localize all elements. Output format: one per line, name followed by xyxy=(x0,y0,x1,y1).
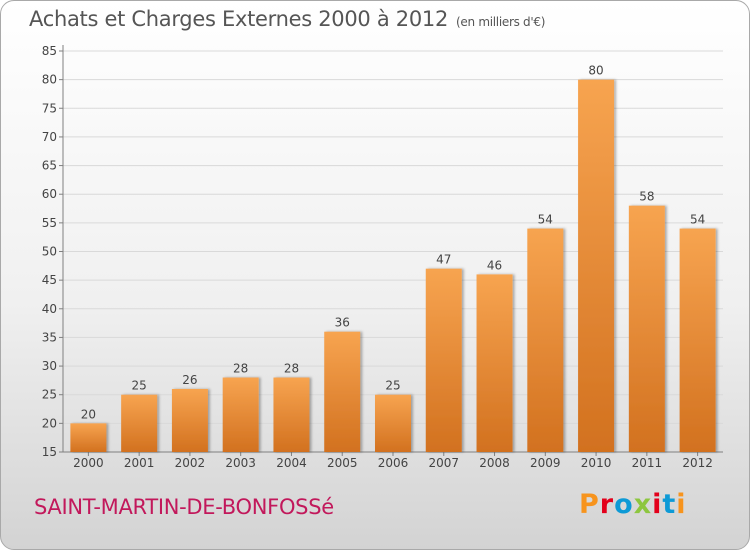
logo-letter: o xyxy=(614,489,634,520)
data-label: 47 xyxy=(436,253,451,267)
bar xyxy=(222,377,259,452)
data-label: 28 xyxy=(233,362,248,376)
y-tick-label: 20 xyxy=(42,416,57,430)
x-tick-label: 2004 xyxy=(276,456,307,470)
bar xyxy=(121,394,158,452)
y-tick-label: 55 xyxy=(42,216,57,230)
proxiti-logo: Proxiti xyxy=(579,489,687,520)
data-label: 58 xyxy=(639,190,654,204)
y-tick-label: 25 xyxy=(42,388,57,402)
y-tick-label: 60 xyxy=(42,187,57,201)
chart-title: Achats et Charges Externes 2000 à 2012 (e… xyxy=(29,7,545,31)
x-tick-label: 2012 xyxy=(682,456,713,470)
bar xyxy=(578,79,615,453)
data-label: 54 xyxy=(690,213,705,227)
x-tick-label: 2007 xyxy=(428,456,459,470)
y-tick-label: 75 xyxy=(42,101,57,115)
x-tick-label: 2001 xyxy=(124,456,155,470)
y-tick-label: 70 xyxy=(42,130,57,144)
x-tick-label: 2008 xyxy=(479,456,510,470)
y-tick-label: 80 xyxy=(42,73,57,87)
data-label: 80 xyxy=(588,64,603,78)
logo-letter: i xyxy=(676,489,687,520)
logo-letter: r xyxy=(599,489,615,520)
bar xyxy=(273,377,310,452)
bar xyxy=(70,423,107,452)
bar xyxy=(628,205,665,452)
y-tick-label: 85 xyxy=(42,44,57,58)
y-tick-label: 15 xyxy=(42,445,57,459)
x-tick-label: 2005 xyxy=(327,456,358,470)
y-tick-label: 45 xyxy=(42,273,57,287)
data-label: 25 xyxy=(132,379,147,393)
title-subtitle: (en milliers d'€) xyxy=(456,15,546,29)
y-tick-label: 40 xyxy=(42,302,57,316)
y-tick-label: 65 xyxy=(42,159,57,173)
bar xyxy=(527,228,564,452)
data-label: 28 xyxy=(284,362,299,376)
x-tick-label: 2002 xyxy=(175,456,206,470)
data-label: 26 xyxy=(182,373,197,387)
commune-name: SAINT-MARTIN-DE-BONFOSSé xyxy=(34,495,334,519)
data-label: 25 xyxy=(385,379,400,393)
x-tick-label: 2006 xyxy=(378,456,409,470)
title-main: Achats et Charges Externes 2000 à 2012 xyxy=(29,7,449,31)
data-label: 36 xyxy=(335,316,350,330)
data-label: 20 xyxy=(81,407,96,421)
data-label: 46 xyxy=(487,258,502,272)
logo-letter: P xyxy=(579,489,600,520)
y-tick-label: 50 xyxy=(42,245,57,259)
x-tick-label: 2000 xyxy=(73,456,104,470)
x-tick-label: 2003 xyxy=(225,456,256,470)
bar xyxy=(324,331,361,452)
bar xyxy=(375,394,411,452)
grid-lines xyxy=(63,50,723,424)
bar xyxy=(171,388,208,452)
logo-letter: t xyxy=(662,489,677,520)
bar xyxy=(476,274,513,452)
x-tick-label: 2011 xyxy=(632,456,663,470)
x-tick-label: 2010 xyxy=(581,456,612,470)
data-label: 54 xyxy=(538,213,553,227)
x-tick-label: 2009 xyxy=(530,456,561,470)
bars: 20 25 26 28 28 36 25 47 46 54 80 58 54 xyxy=(70,64,716,453)
y-tick-label: 30 xyxy=(42,359,57,373)
y-tick-label: 35 xyxy=(42,330,57,344)
logo-letter: i xyxy=(652,489,663,520)
bar xyxy=(679,228,716,452)
logo-letter: x xyxy=(633,489,653,520)
bar xyxy=(425,268,462,452)
